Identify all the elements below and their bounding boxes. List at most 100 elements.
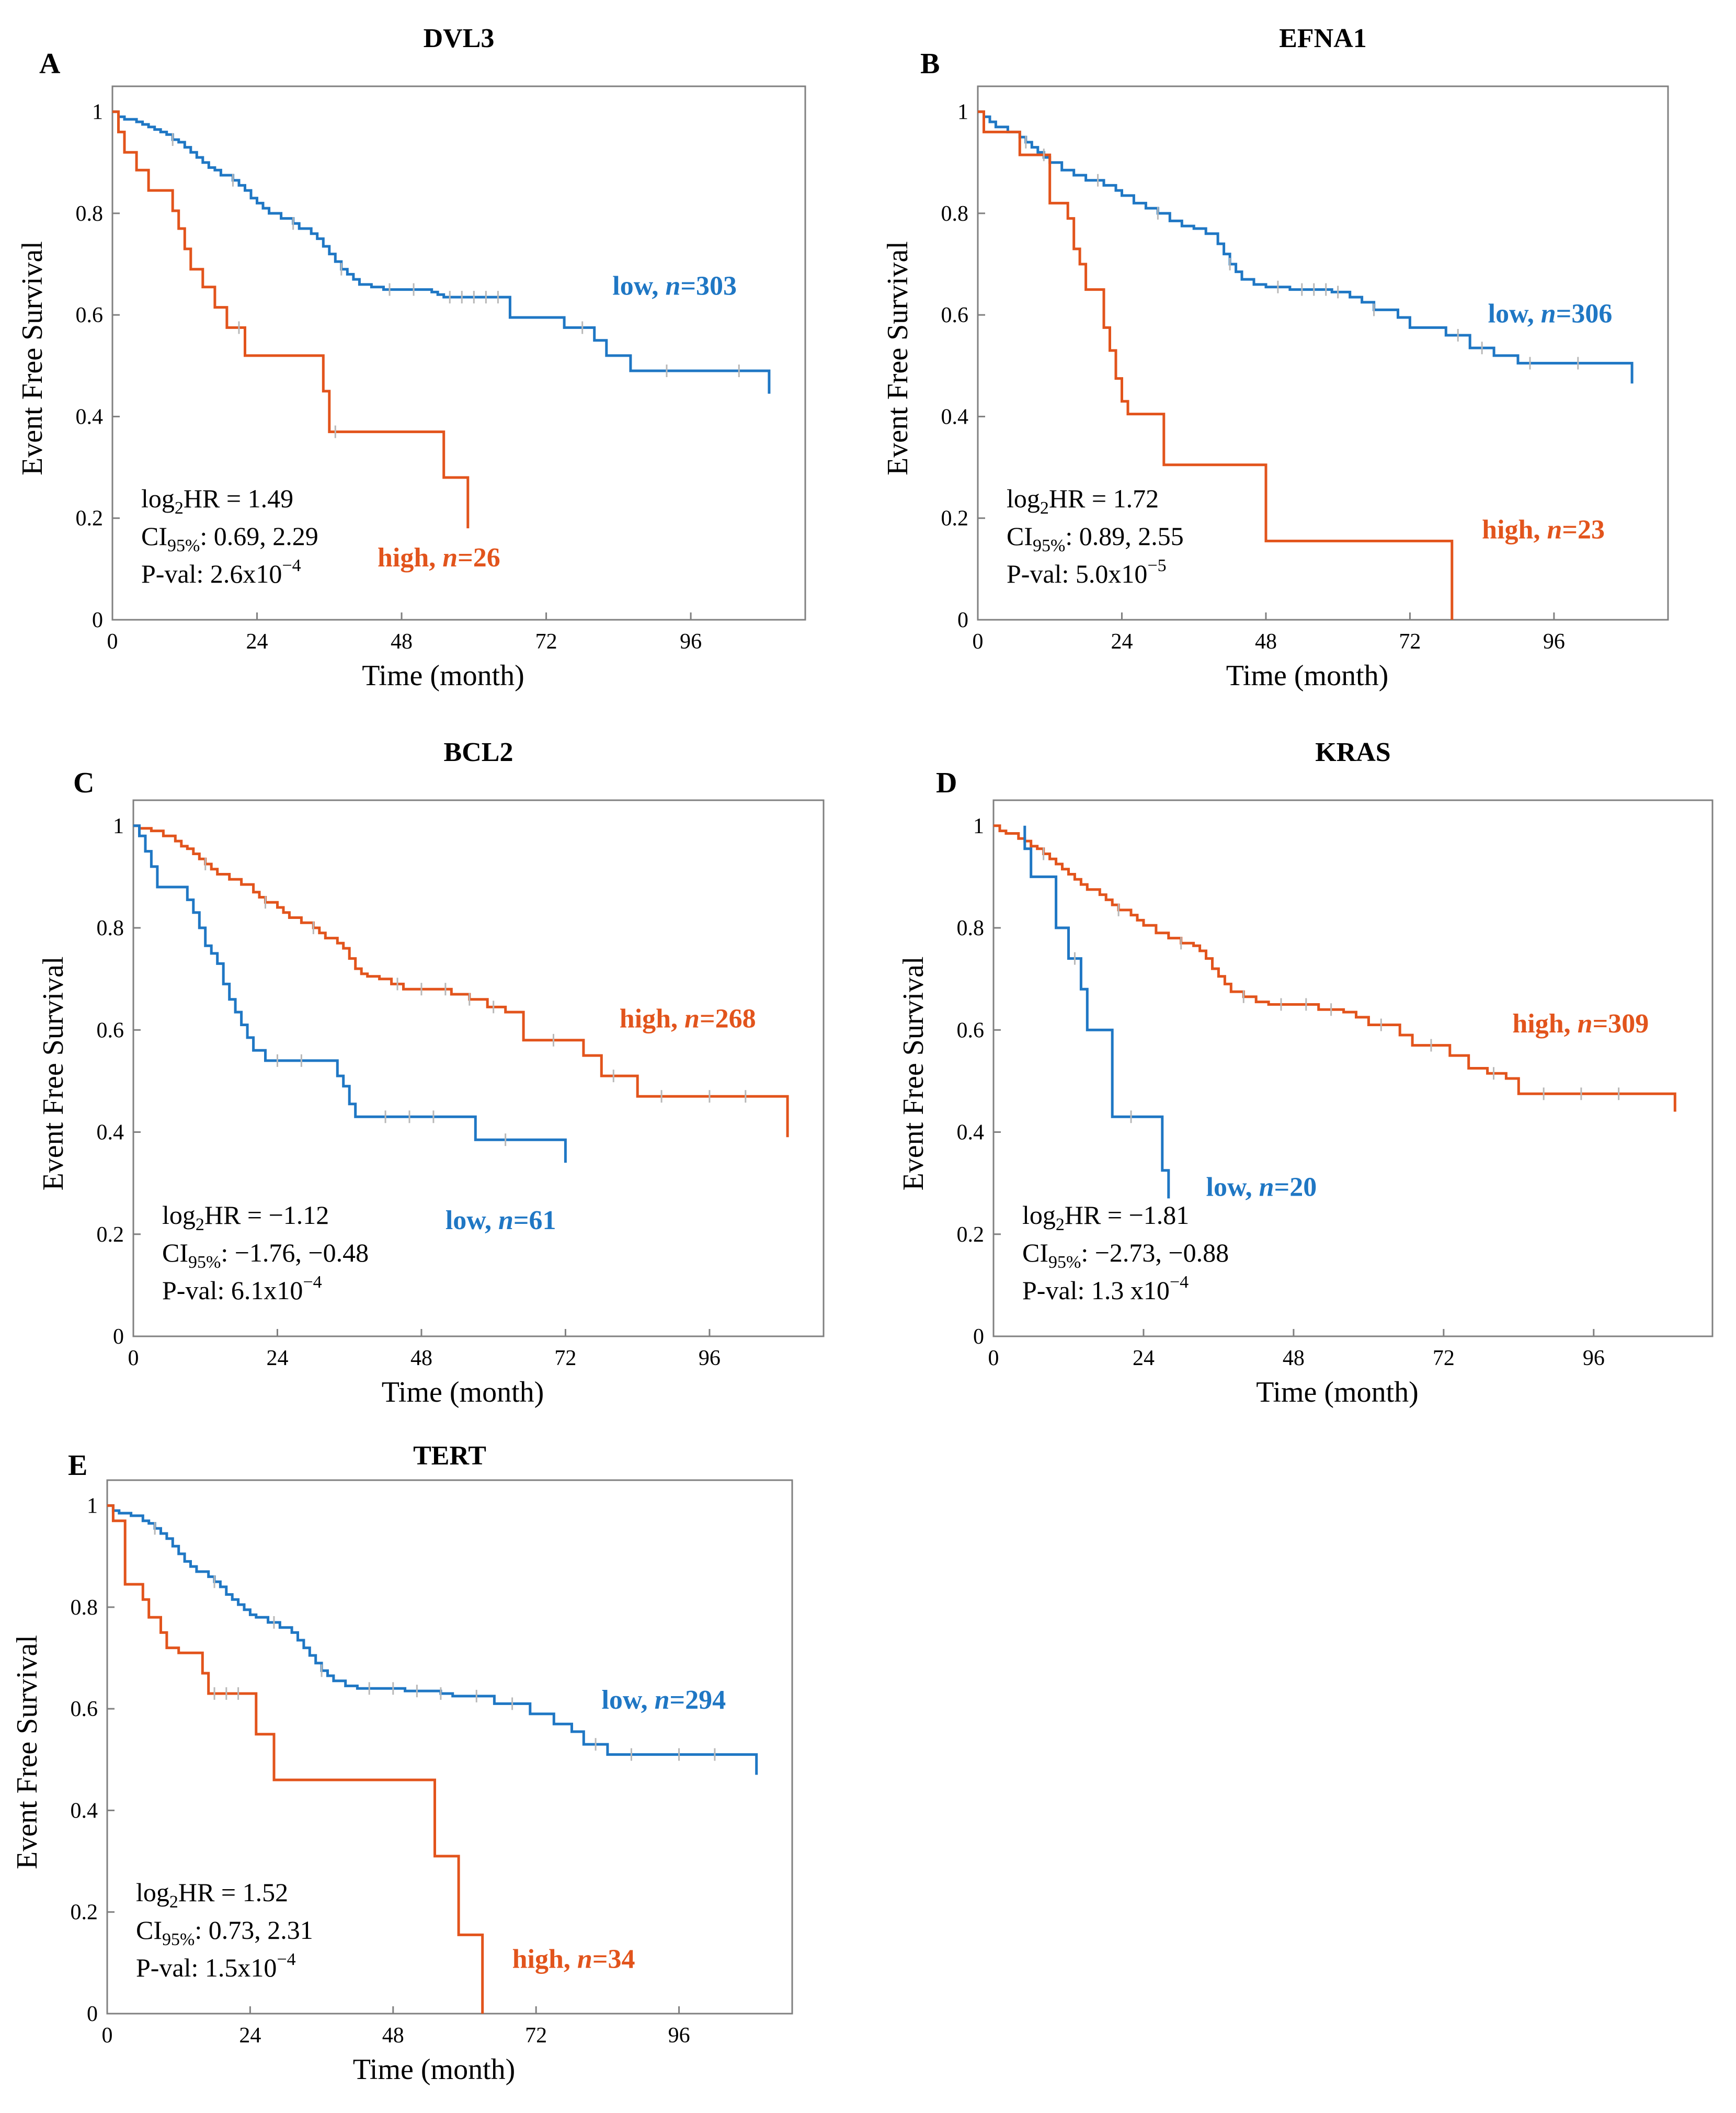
x-axis-label: Time (month) xyxy=(362,660,524,692)
panel-c: C BCL2 0 24 48 72 96 0 0.2 0.4 0.6 0.8 1 Time (month)… xyxy=(37,737,825,1408)
x-tick-label: 72 xyxy=(525,2024,547,2048)
x-axis-label: Time (month) xyxy=(1226,660,1389,692)
x-tick-label: 24 xyxy=(1111,630,1133,654)
stats-subscript: 2 xyxy=(196,1215,204,1234)
group-label-name: high, xyxy=(378,543,442,573)
stats-text-part: : 0.73, 2.31 xyxy=(195,1915,313,1945)
y-axis-label: Event Free Survival xyxy=(16,241,49,475)
panel-letter: E xyxy=(68,1449,87,1482)
stats-subscript: 2 xyxy=(169,1892,178,1912)
panel-letter: D xyxy=(936,767,957,799)
y-tick-label: 1 xyxy=(973,814,984,838)
stats-subscript: 2 xyxy=(175,498,184,518)
panel-b: B EFNA1 0 24 48 72 96 0 0.2 0.4 0.6 0.8 1 Time (month… xyxy=(882,24,1669,692)
y-tick-label: 0.6 xyxy=(76,303,104,327)
chart-title: KRAS xyxy=(1315,737,1390,767)
group-label-count: =61 xyxy=(513,1206,556,1235)
group-label-low: low, n=303 xyxy=(612,271,737,301)
plot-frame xyxy=(132,799,825,1337)
y-tick-label: 0.4 xyxy=(71,1799,98,1823)
y-axis-label: Event Free Survival xyxy=(897,957,930,1191)
stats-superscript: −4 xyxy=(282,556,301,575)
group-label-n: n xyxy=(684,1004,700,1033)
panel-d: D KRAS 0 24 48 72 96 0 0.2 0.4 0.6 0.8 1 Time (month)… xyxy=(897,737,1714,1408)
stats-text-part: P-val: 1.5x10 xyxy=(136,1953,277,1982)
group-label-low: low, n=20 xyxy=(1206,1173,1317,1202)
stats-text-part: : 0.69, 2.29 xyxy=(200,521,318,551)
x-tick-label: 0 xyxy=(973,630,984,654)
x-tick-label: 0 xyxy=(128,1346,139,1370)
group-label-high: high, n=34 xyxy=(512,1945,635,1974)
x-tick-label: 0 xyxy=(988,1346,999,1370)
y-axis-label: Event Free Survival xyxy=(882,241,914,475)
stats-log2hr: log2HR = −1.12 xyxy=(162,1200,329,1234)
group-label-name: high, xyxy=(512,1945,577,1974)
survival-curve-high xyxy=(107,1504,484,2014)
group-label-n: n xyxy=(577,1945,592,1974)
x-tick-label: 96 xyxy=(680,630,702,654)
stats-ci: CI95%: −1.76, −0.48 xyxy=(162,1238,369,1272)
stats-pval: P-val: 2.6x10−4 xyxy=(141,556,301,588)
x-axis-label: Time (month) xyxy=(382,1376,544,1408)
x-tick-label: 48 xyxy=(1283,1346,1305,1370)
group-label-name: high, xyxy=(1512,1009,1577,1039)
y-tick-label: 0.8 xyxy=(71,1596,98,1620)
stats-ci: CI95%: 0.69, 2.29 xyxy=(141,521,318,555)
x-tick-label: 48 xyxy=(1255,630,1277,654)
x-tick-label: 96 xyxy=(1583,1346,1605,1370)
stats-subscript: 2 xyxy=(1056,1215,1065,1234)
group-label-n: n xyxy=(1259,1173,1274,1202)
y-tick-label: 0.4 xyxy=(76,405,104,429)
group-label-n: n xyxy=(655,1685,670,1715)
y-tick-label: 1 xyxy=(87,1494,98,1518)
group-label-count: =20 xyxy=(1274,1173,1317,1202)
x-tick-label: 24 xyxy=(1133,1346,1155,1370)
stats-text-part: HR = −1.81 xyxy=(1065,1200,1189,1230)
stats-subscript: 95% xyxy=(1048,1253,1081,1272)
stats-text-part: log xyxy=(136,1878,169,1907)
y-tick-label: 0 xyxy=(957,608,968,632)
survival-curve-high xyxy=(993,824,1676,1112)
stats-text-part: CI xyxy=(141,521,167,551)
chart-title: BCL2 xyxy=(444,737,513,767)
group-label-name: high, xyxy=(620,1004,684,1033)
group-label-name: low, xyxy=(612,271,665,301)
y-tick-label: 0.6 xyxy=(957,1018,985,1042)
stats-log2hr: log2HR = 1.52 xyxy=(136,1878,288,1912)
survival-curve-high xyxy=(133,824,789,1138)
survival-curve-low xyxy=(133,824,567,1163)
group-label-count: =306 xyxy=(1556,299,1613,329)
stats-superscript: −5 xyxy=(1147,556,1166,575)
y-tick-label: 0 xyxy=(87,2002,98,2026)
y-tick-label: 0.2 xyxy=(76,507,104,531)
group-label-high: high, n=309 xyxy=(1512,1009,1649,1039)
plot-frame xyxy=(977,85,1669,621)
x-tick-label: 96 xyxy=(699,1346,721,1370)
panel-letter: C xyxy=(73,767,94,799)
group-label-n: n xyxy=(442,543,458,573)
group-label-name: high, xyxy=(1482,515,1547,545)
y-tick-label: 0 xyxy=(973,1325,984,1349)
y-tick-label: 0.6 xyxy=(71,1697,98,1721)
y-tick-label: 0.4 xyxy=(97,1121,124,1145)
group-label-n: n xyxy=(1547,515,1562,545)
stats-text-part: HR = 1.49 xyxy=(184,484,293,513)
panel-e: E TERT 0 24 48 72 96 0 0.2 0.4 0.6 0.8 1 Time (month)… xyxy=(11,1441,793,2086)
stats-text-part: log xyxy=(162,1200,196,1230)
x-tick-label: 48 xyxy=(391,630,413,654)
group-label-name: low, xyxy=(446,1206,498,1235)
group-label-high: high, n=23 xyxy=(1482,515,1605,545)
x-tick-label: 72 xyxy=(1433,1346,1455,1370)
stats-ci: CI95%: −2.73, −0.88 xyxy=(1022,1238,1229,1272)
y-tick-label: 1 xyxy=(957,100,968,124)
stats-pval: P-val: 6.1x10−4 xyxy=(162,1273,322,1305)
y-axis-label: Event Free Survival xyxy=(37,957,70,1191)
stats-subscript: 2 xyxy=(1040,498,1049,518)
group-label-n: n xyxy=(1541,299,1556,329)
survival-curve-high xyxy=(112,110,470,529)
group-label-count: =26 xyxy=(458,543,500,573)
stats-superscript: −4 xyxy=(1170,1273,1189,1292)
y-tick-label: 0.4 xyxy=(957,1121,985,1145)
x-axis-label: Time (month) xyxy=(1256,1376,1419,1408)
